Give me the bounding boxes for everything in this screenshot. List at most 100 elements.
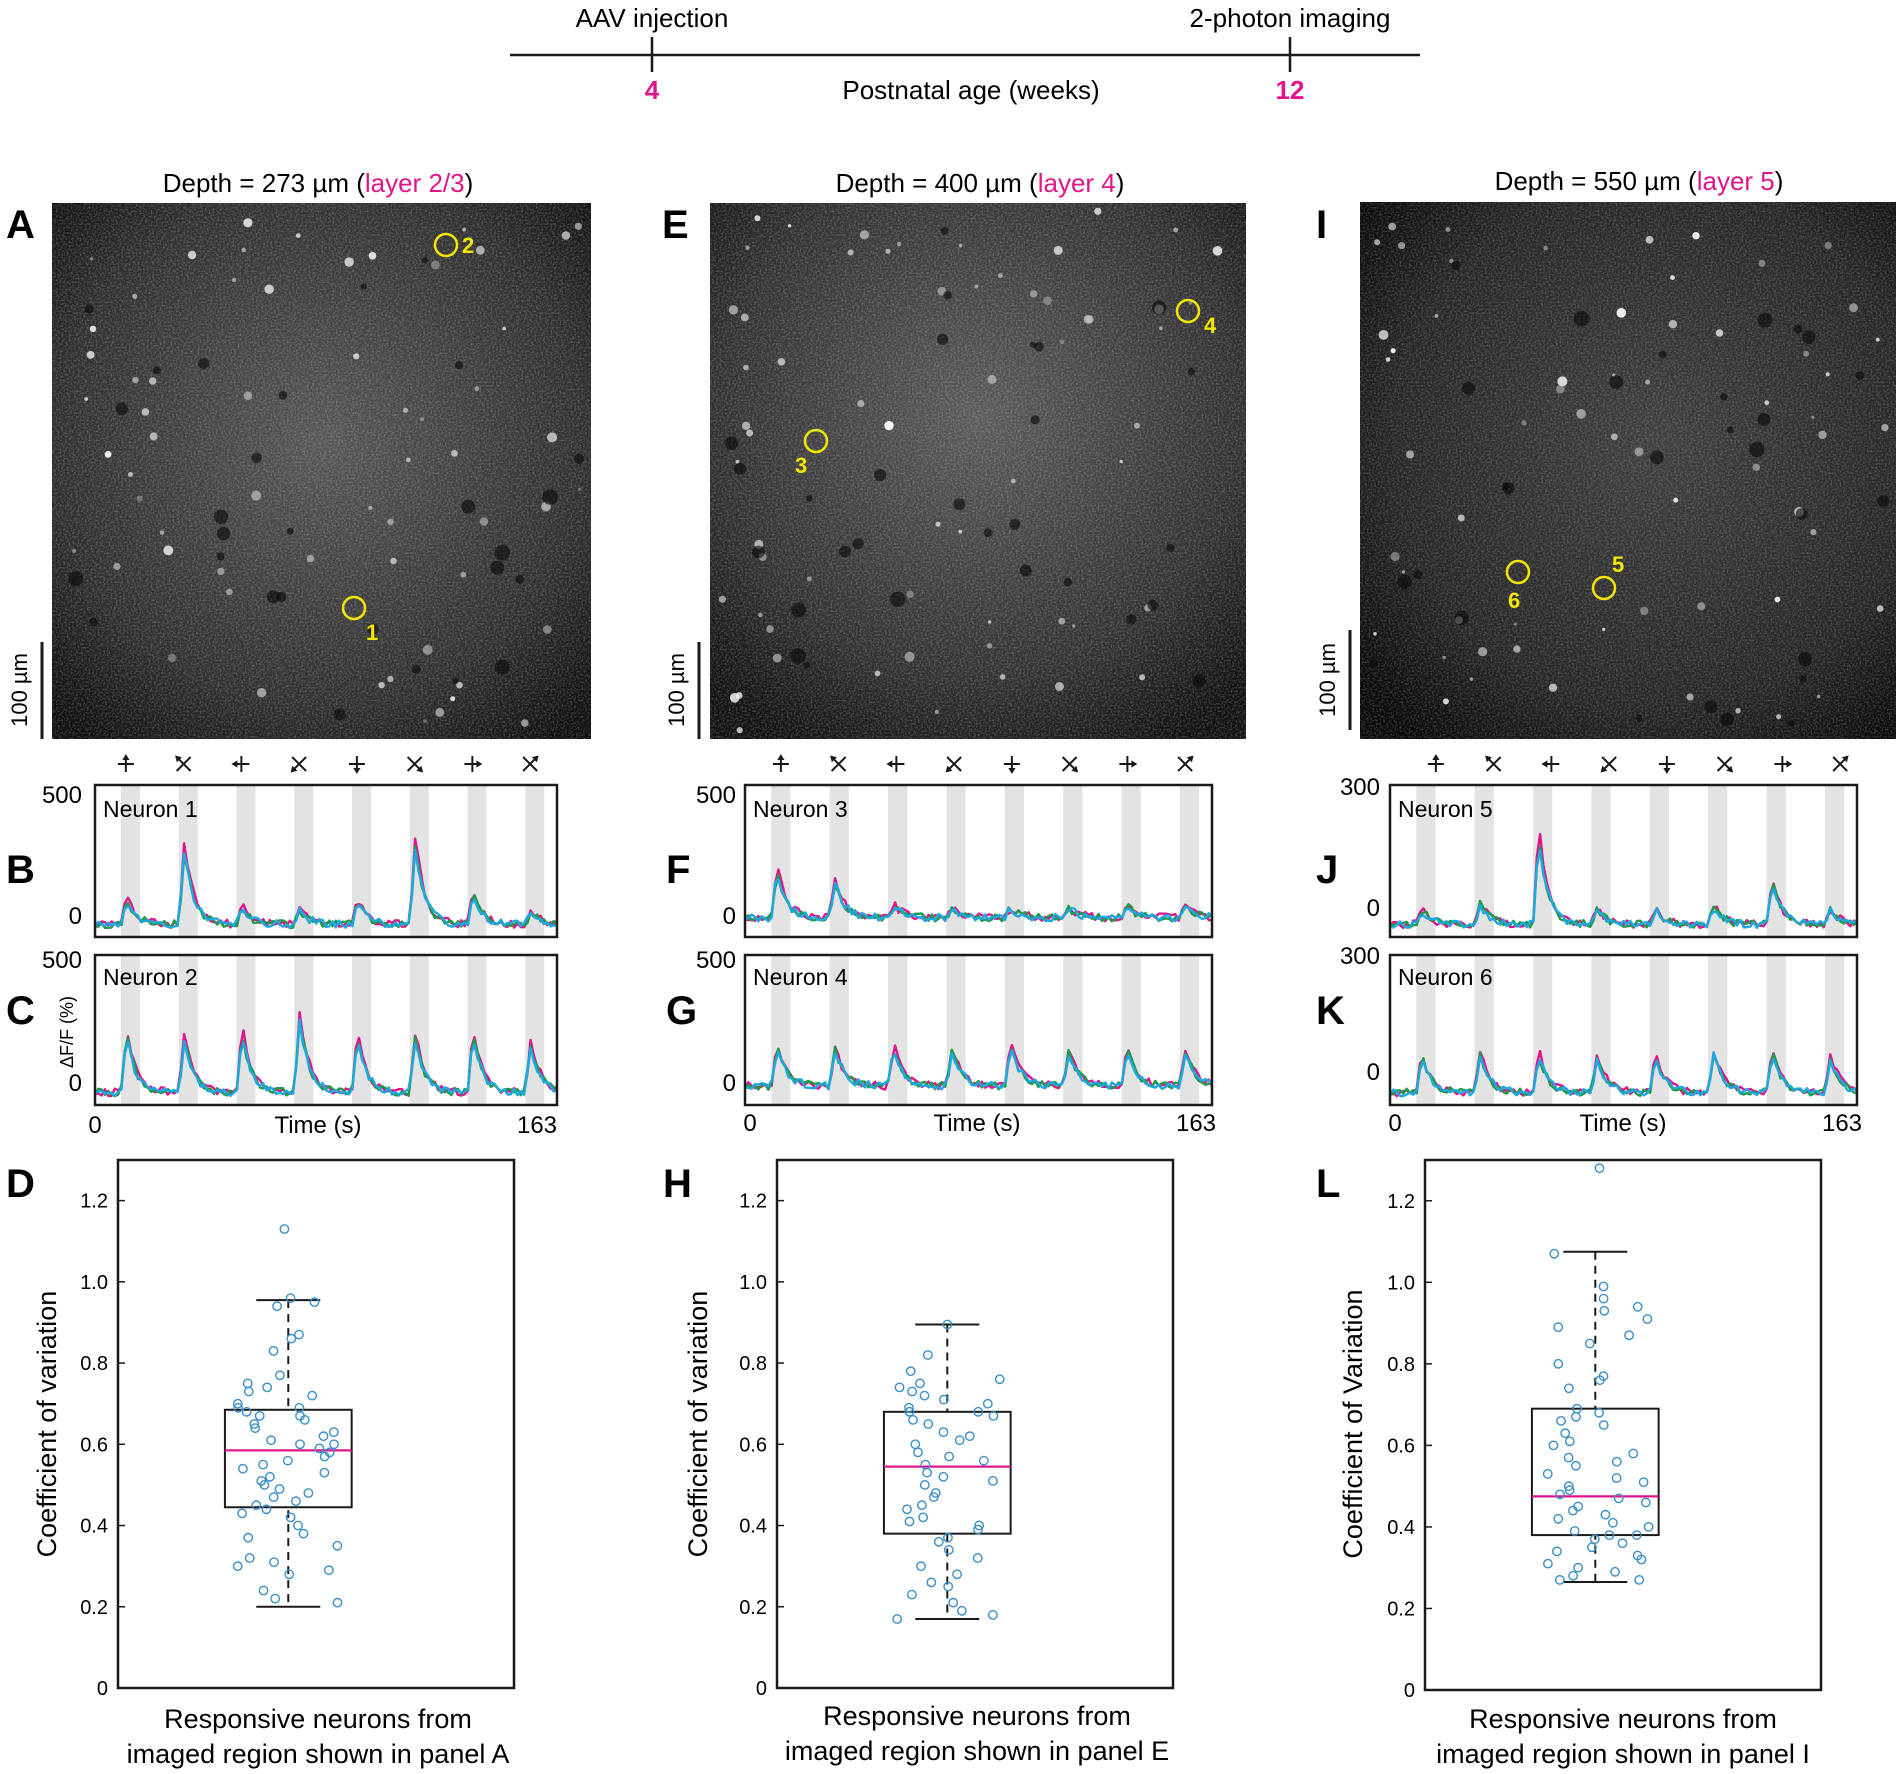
cell-body xyxy=(998,273,1003,279)
blood-vessel xyxy=(1030,415,1040,425)
data-point xyxy=(243,1532,254,1543)
data-point xyxy=(303,1488,314,1498)
data-point xyxy=(1595,1375,1605,1386)
stimulus-band xyxy=(1121,785,1141,937)
blood-vessel xyxy=(1609,375,1624,390)
data-point xyxy=(1571,1411,1581,1422)
cell-body xyxy=(127,472,133,477)
cell-body xyxy=(1634,447,1644,457)
data-point xyxy=(237,1508,248,1519)
data-point xyxy=(974,1520,984,1531)
data-point xyxy=(1556,1416,1567,1426)
cell-body xyxy=(1385,357,1391,362)
micrograph-e xyxy=(710,203,1246,739)
blood-vessel xyxy=(1793,324,1803,334)
cell-body xyxy=(474,386,480,392)
stimulus-band xyxy=(1063,955,1083,1105)
blood-vessel xyxy=(1397,574,1412,589)
cell-body xyxy=(1824,241,1832,250)
data-point xyxy=(994,1374,1005,1385)
data-point xyxy=(295,1439,305,1450)
cell-body xyxy=(1445,227,1451,232)
stimulus-band xyxy=(467,955,487,1105)
up-arrow-icon xyxy=(772,754,789,772)
cell-body xyxy=(136,495,143,502)
blood-vessel xyxy=(1187,367,1196,376)
stimulus-band xyxy=(294,955,314,1105)
data-point xyxy=(262,1382,273,1393)
blood-vessel xyxy=(1413,570,1423,579)
cell-body xyxy=(132,376,139,384)
time-axis-start: 0 xyxy=(743,1110,756,1137)
data-point xyxy=(1598,1293,1609,1304)
trace-title: Neuron 4 xyxy=(753,964,848,990)
cell-body xyxy=(1390,552,1400,562)
stimulus-band xyxy=(525,955,545,1105)
cell-body xyxy=(1043,296,1052,306)
cell-body xyxy=(1072,624,1076,628)
blood-vessel xyxy=(278,390,288,400)
y-tick-label: 0 xyxy=(756,1678,767,1700)
stimulus-band xyxy=(1179,955,1200,1105)
timeline-start-value: 4 xyxy=(645,75,660,105)
cell-body xyxy=(1390,348,1396,354)
data-point xyxy=(915,1378,925,1389)
blood-vessel xyxy=(983,528,993,538)
data-point xyxy=(241,1406,252,1417)
y-tick-zero: 0 xyxy=(1367,1059,1380,1086)
stimulus-band xyxy=(1416,785,1436,937)
trace-line-trial-3 xyxy=(744,877,1213,923)
y-tick-label: 0.8 xyxy=(739,1353,767,1375)
cell-body xyxy=(521,719,529,727)
neuron-roi-label-2: 2 xyxy=(462,233,474,258)
trace-line-trial-3 xyxy=(1389,1051,1858,1098)
time-axis-end: 163 xyxy=(1176,1110,1216,1137)
cell-body xyxy=(847,249,854,256)
panel-letter-l: L xyxy=(1316,1162,1340,1206)
plot-frame xyxy=(775,1158,1175,1690)
cell-body xyxy=(974,284,979,289)
blood-vessel xyxy=(1166,543,1175,552)
cell-body xyxy=(1374,239,1381,246)
cell-body xyxy=(243,218,253,228)
blood-vessel xyxy=(1659,350,1667,359)
blood-vessel xyxy=(889,591,906,607)
data-point xyxy=(1642,1314,1653,1324)
timeline: AAV injection 2-photon imaging 4 12 Post… xyxy=(510,3,1420,105)
blood-vessel xyxy=(1147,599,1159,611)
cell-body xyxy=(561,231,571,240)
cell-body xyxy=(1378,330,1389,340)
y-axis-label: Coefficient of Variation xyxy=(1338,1289,1368,1558)
iqr-box xyxy=(1530,1407,1660,1537)
blood-vessel xyxy=(115,402,129,415)
data-point xyxy=(919,1480,930,1490)
cell-body xyxy=(104,450,112,458)
stimulus-band xyxy=(1179,785,1200,937)
cell-body xyxy=(295,233,301,239)
cell-body xyxy=(1478,647,1488,657)
trace-title: Neuron 5 xyxy=(1398,796,1493,822)
cell-body xyxy=(1611,433,1618,441)
cell-body xyxy=(1692,232,1700,240)
cell-body xyxy=(1697,602,1706,611)
cell-body xyxy=(740,313,749,322)
blood-vessel xyxy=(1649,450,1664,465)
cell-body xyxy=(1548,683,1558,692)
data-point xyxy=(1599,1305,1610,1316)
data-point xyxy=(948,1597,959,1608)
y-tick-label: 0.6 xyxy=(1387,1435,1415,1457)
cell-body xyxy=(368,252,377,260)
data-point xyxy=(943,1581,954,1592)
blood-vessel xyxy=(367,623,379,635)
blood-vessel xyxy=(494,544,511,561)
blood-vessel xyxy=(1192,674,1206,688)
data-point xyxy=(1563,1481,1574,1492)
scale-bar-label: 100 µm xyxy=(1315,643,1340,717)
down-right-arrow-icon xyxy=(406,756,424,773)
column-3: Depth = 550 µm (layer 5) I 5 6 100 µm J … xyxy=(1315,166,1896,1769)
blood-vessel xyxy=(84,304,94,314)
data-point xyxy=(332,1597,343,1608)
data-point xyxy=(268,1346,279,1356)
data-point xyxy=(1554,1575,1565,1585)
cell-body xyxy=(256,688,267,698)
